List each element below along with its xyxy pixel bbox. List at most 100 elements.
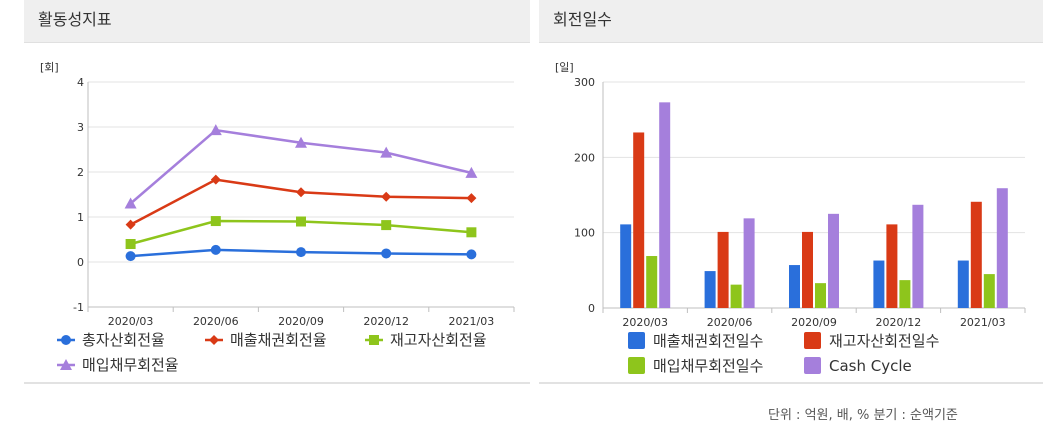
y-tick-label: 0 [588,302,595,315]
bar [828,213,839,308]
series-3 [125,216,477,249]
data-point [125,239,136,249]
legend-item: 매출채권회전율 [205,331,327,349]
data-point [466,249,477,260]
legend-item: 재고자산회전일수 [804,332,939,350]
bar [970,201,982,308]
legend-item: 매입채무회전율 [57,356,179,374]
bar [996,188,1008,308]
turnover-days-title: 회전일수 [539,0,1043,43]
legend-item: Cash Cycle [804,357,912,375]
y-tick-label: 300 [574,76,595,89]
activity-ratio-panel: 활동성지표 [회] -1 0 1 2 3 4 2020/03 2020/06 2020/09 202… [24,0,530,384]
data-point [381,248,392,259]
bar [886,224,898,308]
legend-item: 재고자산회전율 [365,331,487,349]
series-2 [633,132,982,308]
bar [633,132,645,308]
y-tick-label: -1 [73,301,84,314]
legend-swatch [628,332,645,349]
bar [730,284,742,308]
y-tick-label: 100 [574,227,595,240]
data-point [210,216,221,227]
data-point [466,193,477,204]
x-tick-label: 2020/06 [193,315,239,328]
x-tick-label: 2020/12 [876,316,922,329]
y-axis-unit-label: [일] [555,60,574,74]
x-tick-label: 2020/03 [622,316,668,329]
bar [789,265,800,308]
legend-label: 재고자산회전일수 [829,332,939,350]
legend-marker [209,335,219,345]
legend-swatch [804,332,821,349]
data-point [209,124,222,136]
turnover-days-panel: 회전일수 [일] 0 100 200 300 2020/03 2020/06 2020/09 2… [539,0,1043,384]
legend-label: 매입채무회전일수 [653,357,763,375]
data-point [380,146,393,158]
data-point [381,191,392,202]
data-point [125,219,136,230]
data-point [210,174,221,185]
data-point [125,251,136,262]
bar [646,256,658,308]
bar [704,271,716,308]
bar [983,274,995,308]
legend-item: 총자산회전율 [57,331,165,349]
bar [802,231,813,308]
turnover-days-chart: [일] 0 100 200 300 2020/03 2020/06 2020/09 2020/1… [555,60,1026,375]
legend-marker [61,335,71,345]
x-tick-label: 2021/03 [449,315,495,328]
legend-label: 총자산회전율 [82,331,165,349]
data-point [381,220,392,231]
series-3 [646,256,995,308]
bar [717,231,729,308]
bar [912,204,924,308]
y-tick-label: 200 [574,151,595,164]
x-tick-label: 2020/06 [707,316,753,329]
legend-label: 매출채권회전일수 [653,332,763,350]
bar [743,218,755,308]
x-tick-label: 2020/09 [278,315,324,328]
activity-ratio-chart: [회] -1 0 1 2 3 4 2020/03 2020/06 2020/09 2020/12 20… [40,61,515,374]
data-point [210,244,221,255]
y-tick-label: 0 [77,256,84,269]
bar [957,260,969,308]
series-2 [125,174,477,230]
data-point [465,166,478,178]
series-1 [125,244,477,262]
legend-marker [60,359,72,370]
bar [659,102,671,308]
x-tick-label: 2021/03 [960,316,1006,329]
series-1 [620,224,969,308]
legend-item: 매출채권회전일수 [628,332,763,350]
legend-swatch [804,357,821,374]
data-point [296,187,306,198]
legend-marker [369,335,379,345]
bar [873,260,885,308]
legend-label: 재고자산회전율 [390,331,487,349]
x-tick-label: 2020/03 [108,315,154,328]
data-point [466,227,477,238]
data-point [295,136,307,148]
y-tick-label: 3 [77,121,84,134]
y-tick-label: 1 [77,211,84,224]
legend-label: 매출채권회전율 [230,331,327,349]
y-axis-unit-label: [회] [40,61,59,74]
activity-ratio-title: 활동성지표 [24,0,530,43]
y-tick-label: 2 [77,166,84,179]
bar [815,283,826,308]
legend-label: 매입채무회전율 [82,356,179,374]
series-4 [659,102,1008,308]
series-4 [124,124,478,209]
data-point [296,247,306,258]
x-tick-label: 2020/12 [363,315,409,328]
legend-label: Cash Cycle [829,357,912,375]
legend-item: 매입채무회전일수 [628,357,763,375]
bar [620,224,632,308]
bar [899,280,911,308]
y-tick-label: 4 [77,76,84,89]
data-point [124,197,137,209]
x-tick-label: 2020/09 [791,316,837,329]
legend-swatch [628,357,645,374]
data-point [296,216,306,227]
